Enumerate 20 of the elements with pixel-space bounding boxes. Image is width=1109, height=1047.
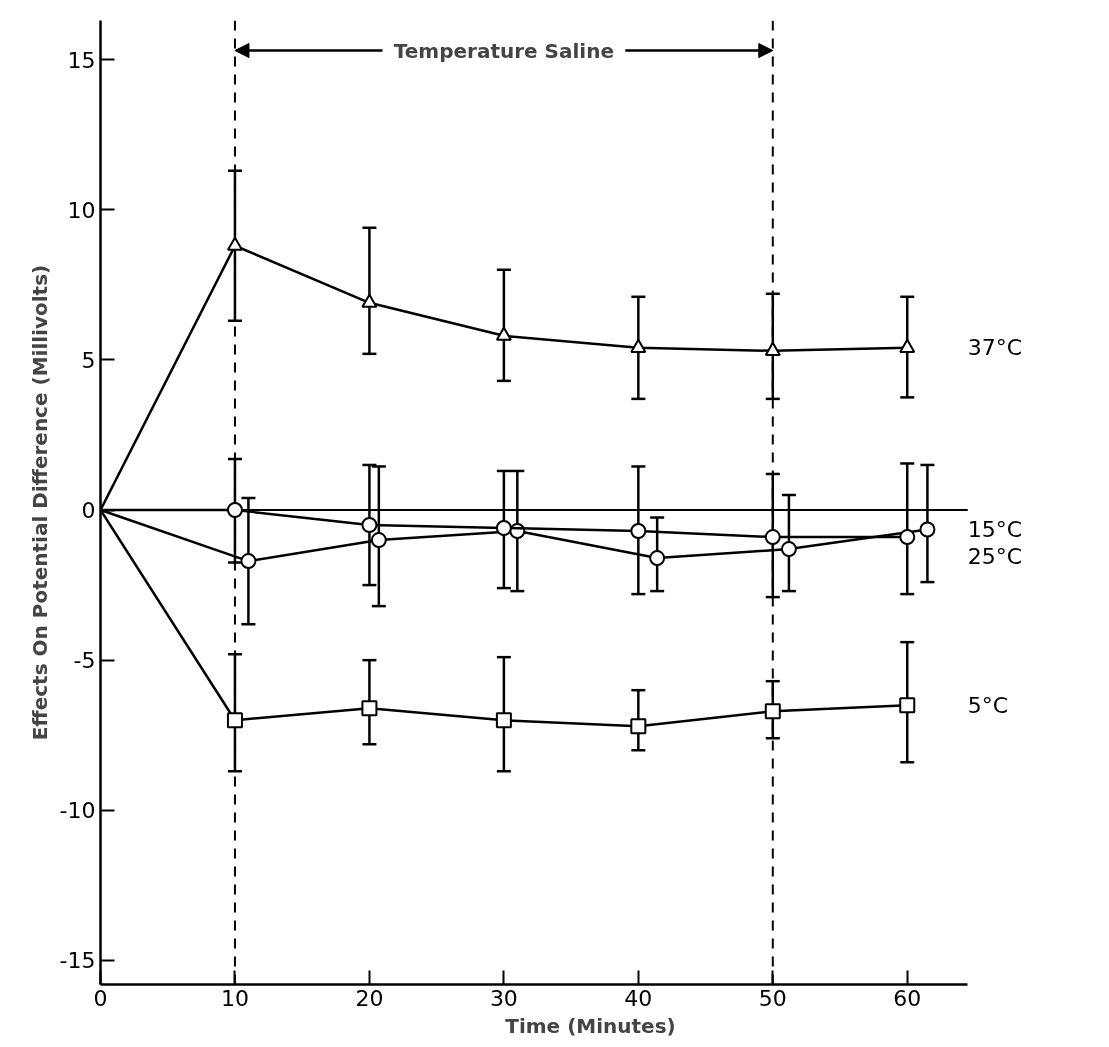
text: 5°C: [967, 692, 1009, 718]
x-tick-label: 30: [489, 985, 518, 1011]
y-tick-label: 15: [67, 47, 96, 73]
x-tick-label: 60: [893, 985, 922, 1011]
y-tick-label: -10: [59, 798, 96, 824]
y-tick-label: 10: [67, 197, 96, 223]
y-tick-label: -5: [73, 648, 96, 674]
x-tick-label: 10: [220, 985, 249, 1011]
text: 25°C: [967, 544, 1023, 570]
x-tick-label: 50: [758, 985, 787, 1011]
y-tick-label: 5: [81, 347, 96, 373]
y-tick-label: 0: [81, 498, 96, 524]
x-tick-label: 20: [355, 985, 384, 1011]
series-label: 15°C: [967, 517, 1023, 543]
y-axis-title: Effects On Potential Difference (Millivolts): [27, 264, 52, 741]
x-tick-label: 40: [624, 985, 653, 1011]
x-axis-title: Time (Minutes): [505, 1013, 676, 1038]
annotation: Temperature Saline: [393, 38, 614, 63]
y-tick-label: -15: [59, 948, 96, 974]
text: 37°C: [967, 335, 1023, 361]
